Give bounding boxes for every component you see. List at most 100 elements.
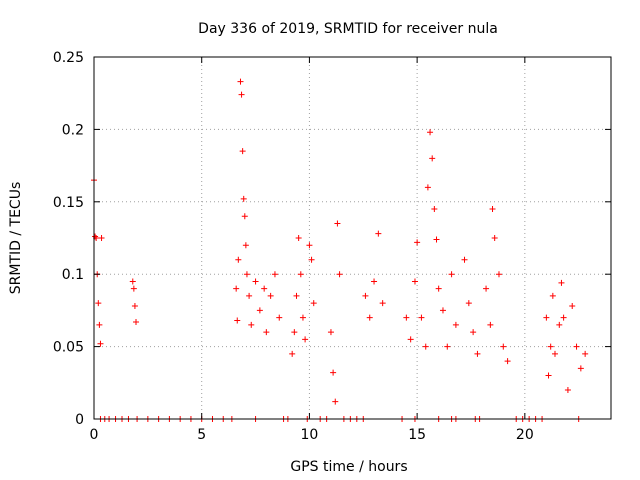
data-point <box>336 271 343 278</box>
data-point <box>293 292 300 299</box>
data-point <box>98 235 105 241</box>
y-tick-label: 0.2 <box>62 122 84 138</box>
data-point <box>560 314 567 321</box>
data-point <box>239 148 246 155</box>
chart-title: Day 336 of 2019, SRMTID for receiver nul… <box>198 21 498 37</box>
data-point <box>92 233 99 240</box>
data-point <box>246 292 253 299</box>
data-point <box>366 314 373 321</box>
data-point <box>291 329 298 336</box>
x-tick-label: 10 <box>301 427 319 443</box>
y-tick-label: 0.05 <box>53 340 84 356</box>
data-point <box>248 321 255 328</box>
data-point <box>237 78 244 85</box>
data-point <box>489 206 496 213</box>
data-point <box>233 285 240 292</box>
data-point <box>487 321 494 328</box>
data-point <box>375 230 382 237</box>
data-point <box>295 235 302 241</box>
data-point <box>256 307 263 314</box>
data-point <box>302 336 309 343</box>
grid-layer <box>94 57 611 419</box>
data-point <box>129 278 136 285</box>
data-point <box>547 343 554 350</box>
x-tick-label: 0 <box>90 427 99 443</box>
data-point <box>543 314 550 321</box>
data-point <box>564 387 571 394</box>
data-point <box>242 242 249 249</box>
data-point <box>439 307 446 314</box>
data-point <box>403 314 410 321</box>
y-tick-label: 0.1 <box>62 267 84 283</box>
x-tick-label: 20 <box>516 427 534 443</box>
x-axis-label: GPS time / hours <box>290 459 407 475</box>
data-point <box>238 91 245 98</box>
data-point <box>549 292 556 299</box>
data-point <box>448 271 455 278</box>
data-point <box>362 292 369 299</box>
data-point <box>431 206 438 213</box>
y-tick-label: 0.25 <box>53 50 84 66</box>
data-point <box>411 278 418 285</box>
data-point <box>327 329 334 336</box>
data-point <box>371 278 378 285</box>
data-point <box>133 318 140 325</box>
data-point <box>470 329 477 336</box>
data-point <box>240 195 247 202</box>
data-point <box>558 279 565 286</box>
data-point <box>491 235 498 241</box>
data-point <box>474 350 481 357</box>
data-point <box>577 365 584 372</box>
data-point <box>97 340 104 347</box>
y-axis-label: SRMTID / TECUs <box>8 182 24 295</box>
data-point <box>243 271 250 278</box>
data-point <box>433 236 440 243</box>
data-point <box>407 336 414 343</box>
data-point <box>569 303 576 310</box>
data-point <box>261 285 268 292</box>
data-point <box>267 292 274 299</box>
data-point <box>235 256 242 263</box>
data-point <box>495 271 502 278</box>
data-point <box>444 343 451 350</box>
y-tick-label: 0.15 <box>53 195 84 211</box>
data-point <box>297 271 304 278</box>
data-point <box>500 343 507 350</box>
data-point <box>130 285 137 292</box>
data-point <box>95 300 102 307</box>
data-point <box>299 314 306 321</box>
data-point <box>429 155 436 162</box>
data-point <box>96 321 103 328</box>
data-point <box>422 343 429 350</box>
data-point <box>271 271 278 278</box>
data-point <box>310 300 317 307</box>
data-point <box>332 398 339 405</box>
data-point <box>435 285 442 292</box>
data-point <box>234 317 241 324</box>
data-point <box>276 314 283 321</box>
data-point <box>551 350 558 357</box>
ticks-layer: 0 5 10 15 20 0 0.05 0.1 0.15 0.2 0.25 <box>53 50 611 443</box>
y-tick-label: 0 <box>75 412 84 428</box>
data-point <box>306 242 313 249</box>
data-point <box>131 303 138 310</box>
data-point <box>414 239 421 246</box>
data-point <box>379 300 386 307</box>
data-point <box>424 184 431 191</box>
data-point <box>330 369 337 376</box>
data-point <box>308 256 315 263</box>
data-point <box>465 300 472 307</box>
data-point <box>582 350 589 357</box>
data-point <box>504 358 511 365</box>
x-tick-label: 15 <box>408 427 426 443</box>
data-point <box>452 321 459 328</box>
data-point <box>545 372 552 379</box>
data-point <box>252 278 259 285</box>
data-point <box>263 329 270 336</box>
data-point <box>334 220 341 227</box>
x-tick-label: 5 <box>197 427 206 443</box>
data-point <box>573 343 580 350</box>
data-point <box>483 285 490 292</box>
